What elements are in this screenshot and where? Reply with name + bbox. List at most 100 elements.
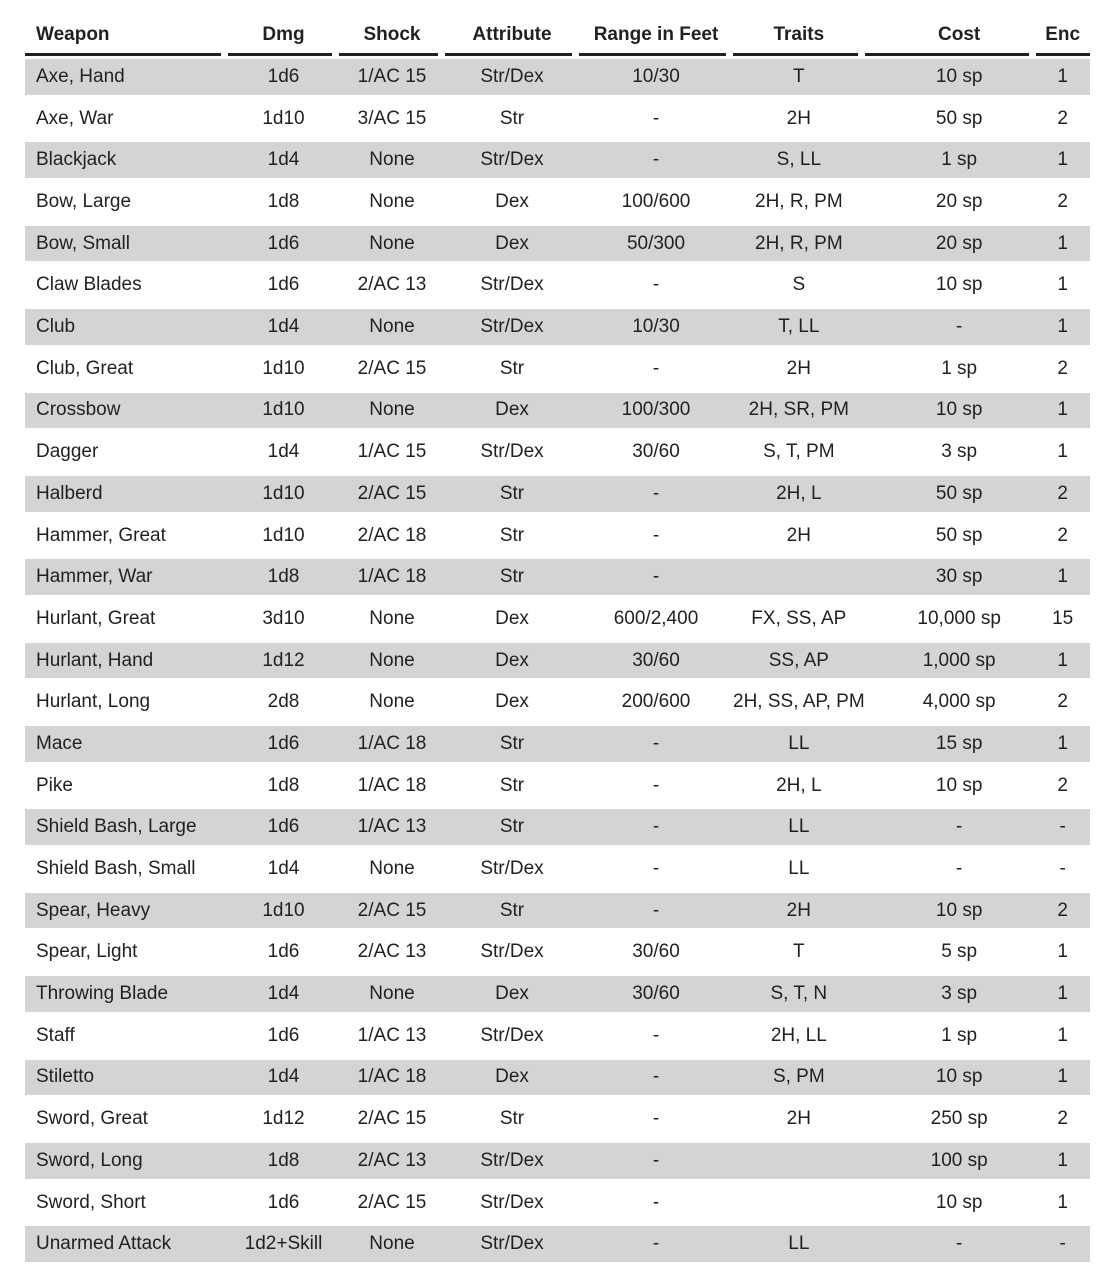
cell-cost: 10 sp	[864, 1057, 1036, 1099]
cell-range: 30/60	[632, 441, 680, 463]
cell-enc: 1	[1057, 1024, 1068, 1046]
column-header-traits: Traits	[733, 17, 865, 56]
cell-weapon: Hurlant, Hand	[25, 640, 228, 682]
cell-attribute: Str	[499, 524, 525, 546]
cell-range: 10/30	[579, 306, 733, 348]
cell-attribute: Str/Dex	[445, 1140, 579, 1182]
document-page: Weapon Dmg Shock Attribute Range in Feet Trai…	[25, 17, 1090, 1262]
cell-attribute: Str	[445, 806, 579, 848]
cell-cost: 50 sp	[935, 107, 983, 129]
cell-traits: S, T, PM	[763, 441, 835, 463]
cell-shock: 2/AC 18	[357, 524, 427, 546]
table-row: Axe, Hand 1d6 1/AC 15 Str/Dex 10/30 T 10 sp 1	[25, 56, 1090, 98]
cell-attribute: Str	[445, 556, 579, 598]
cell-traits: LL	[733, 806, 865, 848]
cell-dmg: 1d8	[267, 191, 300, 213]
table-row: Spear, Heavy 1d10 2/AC 15 Str -2H 10 sp 2	[25, 890, 1090, 932]
cell-range: -	[579, 1223, 733, 1265]
cell-range: -	[652, 274, 660, 296]
cell-dmg: 1d10	[228, 890, 339, 932]
cell-enc: 2	[1057, 107, 1068, 129]
cell-shock: 3/AC 15	[357, 107, 427, 129]
cell-traits: 2H	[786, 357, 811, 379]
cell-dmg: 1d6	[228, 223, 339, 265]
table-row: Shield Bash, Large 1d6 1/AC 13 Str - LL - -	[25, 806, 1090, 848]
cell-traits: 2H	[786, 1108, 811, 1130]
cell-dmg: 1d10	[262, 524, 305, 546]
cell-traits: S, PM	[733, 1057, 865, 1099]
cell-cost: 15 sp	[864, 723, 1036, 765]
cell-cost: 100 sp	[864, 1140, 1036, 1182]
column-header-dmg: Dmg	[228, 17, 339, 56]
column-header-enc: Enc	[1035, 17, 1090, 56]
cell-shock: None	[339, 306, 445, 348]
cell-shock: 2/AC 15	[357, 357, 427, 379]
cell-cost: 250 sp	[930, 1108, 988, 1130]
cell-dmg: 1d2+Skill	[228, 1223, 339, 1265]
cell-weapon: Axe, Hand	[25, 56, 228, 98]
cell-dmg: 1d10	[262, 107, 305, 129]
cell-cost: 4,000 sp	[922, 691, 996, 713]
cell-weapon: Stiletto	[25, 1057, 228, 1099]
cell-shock: 2/AC 15	[339, 890, 445, 932]
cell-attribute: Str/Dex	[445, 1223, 579, 1265]
cell-traits: T	[793, 941, 805, 963]
cell-traits: T	[733, 56, 865, 98]
cell-range: 200/600	[621, 691, 691, 713]
cell-attribute: Str/Dex	[480, 274, 544, 296]
cell-cost: 3 sp	[864, 973, 1036, 1015]
cell-shock: 2/AC 13	[357, 941, 427, 963]
cell-dmg: 1d4	[267, 858, 300, 880]
cell-traits: SS, AP	[733, 640, 865, 682]
cell-enc: 2	[1057, 524, 1068, 546]
cell-range: -	[579, 723, 733, 765]
cell-weapon: Shield Bash, Large	[25, 806, 228, 848]
cell-dmg: 1d6	[228, 56, 339, 98]
cell-attribute: Str/Dex	[445, 306, 579, 348]
cell-range: 30/60	[579, 973, 733, 1015]
cell-enc: 2	[1057, 357, 1068, 379]
cell-shock: 1/AC 18	[339, 556, 445, 598]
cell-range: -	[652, 1108, 660, 1130]
cell-traits: LL	[733, 1223, 865, 1265]
cell-enc: 15	[1052, 607, 1074, 629]
cell-traits	[733, 1182, 865, 1224]
table-row: Axe, War 1d10 3/AC 15 Str - 2H 50 sp 2	[25, 98, 1090, 140]
table-row: Unarmed Attack 1d2+Skill None Str/Dex - LL - -	[25, 1223, 1090, 1265]
cell-range: -	[579, 556, 733, 598]
cell-enc: 2	[1057, 191, 1068, 213]
cell-attribute: Dex	[495, 607, 529, 629]
cell-weapon: Spear, Light	[36, 941, 138, 963]
cell-enc: 1	[1057, 1191, 1068, 1213]
cell-cost: 10 sp	[864, 890, 1036, 932]
cell-weapon: Throwing Blade	[25, 973, 228, 1015]
table-row: Dagger 1d4 1/AC 15 Str/Dex 30/60 S, T, PM 3 sp…	[25, 431, 1090, 473]
cell-enc: -	[1035, 806, 1090, 848]
cell-cost: 1 sp	[941, 1024, 978, 1046]
cell-weapon: Dagger	[36, 441, 99, 463]
cell-weapon: Club, Great	[36, 357, 134, 379]
cell-enc: 1	[1035, 1057, 1090, 1099]
cell-attribute: Dex	[445, 390, 579, 432]
cell-enc: 2	[1035, 473, 1090, 515]
cell-attribute: Str/Dex	[480, 941, 544, 963]
cell-enc: -	[1059, 858, 1066, 880]
cell-range: 600/2,400	[613, 607, 699, 629]
cell-cost: 1 sp	[941, 357, 978, 379]
cell-attribute: Str/Dex	[480, 1024, 544, 1046]
cell-enc: 1	[1035, 640, 1090, 682]
cell-range: -	[652, 357, 660, 379]
cell-traits: 2H, L	[733, 473, 865, 515]
table-row: Blackjack 1d4 None Str/Dex - S, LL 1 sp 1	[25, 139, 1090, 181]
cell-range: -	[652, 858, 660, 880]
cell-cost: 10 sp	[935, 774, 983, 796]
cell-traits: 2H, SS, AP, PM	[733, 691, 865, 713]
cell-dmg: 1d4	[228, 306, 339, 348]
cell-weapon: Spear, Heavy	[25, 890, 228, 932]
cell-cost: 30 sp	[864, 556, 1036, 598]
cell-traits: 2H	[733, 890, 865, 932]
table-row: Spear, Light 1d6 2/AC 13 Str/Dex 30/60 T 5 sp 1	[25, 931, 1090, 973]
cell-shock: 1/AC 18	[339, 723, 445, 765]
cell-dmg: 1d6	[267, 274, 300, 296]
